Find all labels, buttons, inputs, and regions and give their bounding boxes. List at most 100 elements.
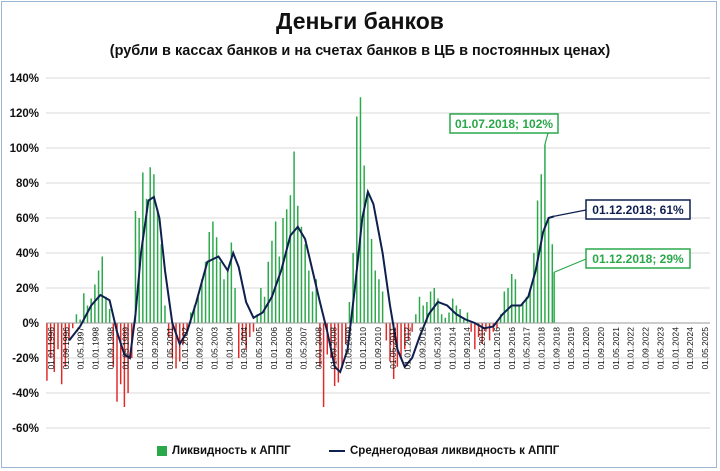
y-tick-label: 120% [10,108,39,120]
annotation-label: 01.12.2018; 29% [592,252,684,266]
liquidity-bar [341,323,343,369]
y-tick-label: 100% [10,143,39,155]
x-tick-label: 01.09.2014 [462,327,472,370]
liquidity-bar [260,288,262,323]
x-tick-label: 01.05.2017 [522,327,532,370]
liquidity-bar [474,323,476,350]
liquidity-bar [499,314,502,323]
liquidity-bar [477,323,480,337]
liquidity-bar [90,298,92,323]
liquidity-bar [271,240,273,323]
liquidity-bar [53,323,56,372]
x-tick-label: 01.09.2004 [239,327,249,370]
liquidity-bar [201,279,203,323]
liquidity-bar [204,261,207,323]
annotation-box [585,199,691,220]
x-tick-label: 01.09.2022 [641,327,651,370]
x-tick-label: 01.05.2013 [432,327,442,370]
liquidity-bar [415,314,417,323]
liquidity-bar [315,279,317,323]
liquidity-bar [418,296,421,323]
y-tick-label: 0% [22,318,39,330]
x-tick-label: 01.09.1996 [61,327,71,370]
liquidity-bar [101,256,103,323]
liquidity-bar [167,323,170,337]
y-tick-label: 40% [16,248,39,260]
liquidity-bar [326,323,329,355]
liquidity-bar [72,323,74,329]
x-tick-label: 01.01.1996 [46,327,56,370]
liquidity-bar [400,323,402,358]
x-tick-label: 01.05.2025 [700,327,710,370]
liquidity-bar [46,323,48,381]
liquidity-bar [241,323,244,341]
liquidity-bar [171,323,174,358]
x-tick-label: 01.01.2012 [403,327,413,370]
x-tick-label: 01.05.2023 [655,327,665,370]
liquidity-bar [219,261,222,323]
x-tick-label: 01.09.2008 [328,327,338,370]
x-tick-label: 01.09.2006 [284,327,294,370]
liquidity-bar [226,270,229,323]
x-tick-label: 01.05.2021 [611,327,621,370]
x-tick-label: 01.09.2002 [195,327,205,370]
x-tick-label: 01.09.2018 [551,327,561,370]
liquidity-bar [553,272,555,323]
x-tick-label: 01.01.1998 [91,327,101,370]
liquidity-bar [108,309,111,323]
x-tick-label: 01.09.2024 [685,327,695,370]
liquidity-bar [518,305,520,323]
liquidity-bar [83,293,85,323]
annotation-box [585,248,691,269]
liquidity-bar [153,174,155,323]
liquidity-bar [429,291,432,323]
liquidity-bar [112,323,115,367]
liquidity-bar [164,305,166,323]
liquidity-bar [119,323,122,385]
chart-title: Деньги банков [276,8,444,34]
x-tick-label: 01.01.2016 [492,327,502,370]
liquidity-bar [64,323,67,367]
liquidity-bar [426,302,428,323]
liquidity-bar [212,221,214,323]
liquidity-bar [293,151,295,323]
x-tick-label: 01.01.2008 [314,327,324,370]
liquidity-bar [311,291,314,323]
legend-bars-swatch [157,445,167,456]
legend-line-swatch [329,449,345,452]
liquidity-bar [407,323,410,341]
liquidity-bar [105,296,107,323]
liquidity-bar [134,211,137,323]
liquidity-bar [245,323,247,350]
annotation-label: 01.07.2018; 102% [455,117,553,131]
liquidity-bar [333,323,336,386]
liquidity-bar [389,323,391,362]
liquidity-bar [544,144,546,323]
x-tick-label: 01.01.2000 [135,327,145,370]
liquidity-bar [330,323,332,358]
annotation-leader [544,132,549,145]
x-tick-label: 01.05.2015 [477,327,487,370]
liquidity-bar [149,167,151,323]
liquidity-bar [344,323,347,344]
liquidity-bar [392,323,395,379]
liquidity-bar [488,323,491,341]
x-tick-label: 01.01.2014 [447,327,457,370]
x-tick-label: 01.09.2010 [373,327,383,370]
x-tick-label: 01.05.2003 [210,327,220,370]
annotation-leader [554,209,587,217]
liquidity-bar [367,191,369,323]
liquidity-bar [208,232,210,323]
y-tick-label: -20% [12,353,39,365]
x-tick-label: 01.09.2020 [596,327,606,370]
liquidity-bar [285,209,288,323]
liquidity-bar [234,288,236,323]
liquidity-bar [319,323,321,367]
liquidity-bar [540,174,542,323]
liquidity-bar [57,323,59,350]
legend-item-bars: Ликвидность к АППГ [157,445,291,457]
liquidity-bar [300,226,303,323]
liquidity-bar [547,218,550,323]
y-tick-label: 20% [16,283,39,295]
